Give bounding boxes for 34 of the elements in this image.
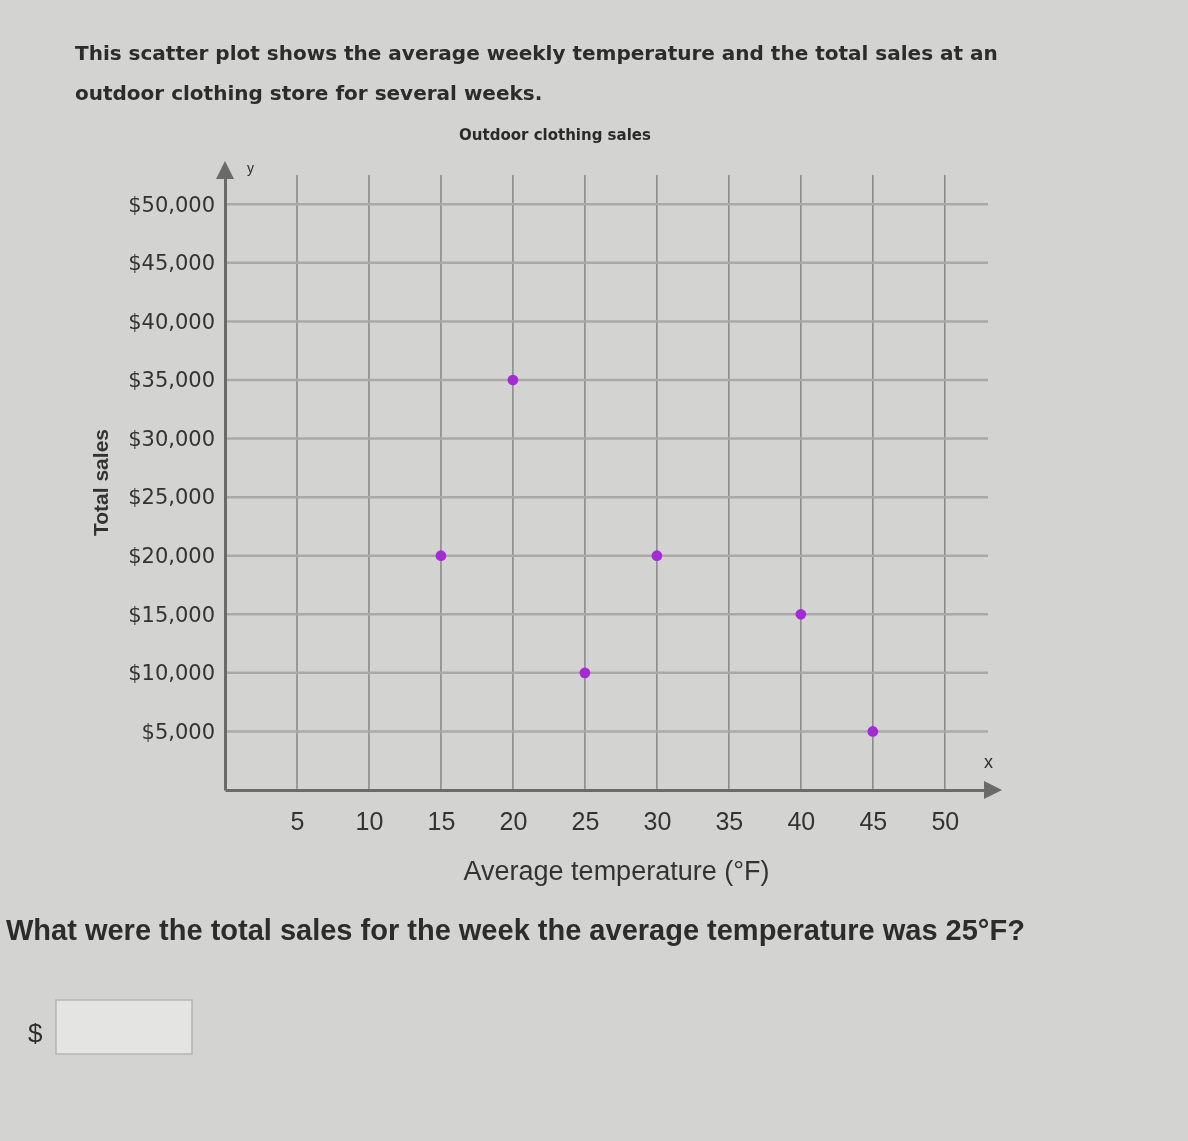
point (651, 550, 663, 562)
x-tick-label: 50 (931, 806, 960, 835)
x-tick-label: 45 (859, 806, 888, 835)
point (507, 374, 519, 386)
x-tick-label: 5 (290, 806, 305, 835)
y-tick-label: $45,000 (128, 251, 215, 276)
point (579, 667, 591, 679)
y-axis-title: Total sales (89, 429, 112, 536)
y-tick-label: $35,000 (128, 368, 215, 393)
text: $ (28, 1018, 43, 1048)
y-tick-label: $20,000 (128, 543, 215, 568)
chart-title: Outdoor clothing sales (459, 126, 651, 144)
x-tick-label: 35 (715, 806, 744, 835)
annotation: x (984, 752, 993, 772)
x-tick-label: 40 (787, 806, 816, 835)
x-tick-label: 25 (571, 806, 600, 835)
x-tick-label: 30 (643, 806, 672, 835)
text: This scatter plot shows the average weekly temperature and the total sales at an outdoor clothing store for several weeks. (75, 41, 998, 105)
point (867, 726, 879, 737)
x-tick-label: 10 (355, 806, 384, 835)
point (435, 550, 447, 562)
y-tick-label: $25,000 (128, 485, 215, 510)
point (795, 608, 807, 620)
x-tick-label: 20 (499, 806, 528, 835)
y-tick-label: $10,000 (128, 661, 215, 686)
y-tick-label: $30,000 (128, 426, 215, 451)
y-tick-label: $15,000 (128, 602, 215, 627)
x-axis-title: Average temperature (°F) (463, 856, 770, 886)
x-tick-label: 15 (427, 806, 456, 835)
text: What were the total sales for the week the average temperature was 25°F? (6, 914, 1025, 946)
y-tick-label: $50,000 (128, 192, 215, 217)
y-tick-label: $5,000 (141, 719, 215, 744)
y-tick-label: $40,000 (128, 309, 215, 334)
annotation: y (247, 160, 254, 176)
